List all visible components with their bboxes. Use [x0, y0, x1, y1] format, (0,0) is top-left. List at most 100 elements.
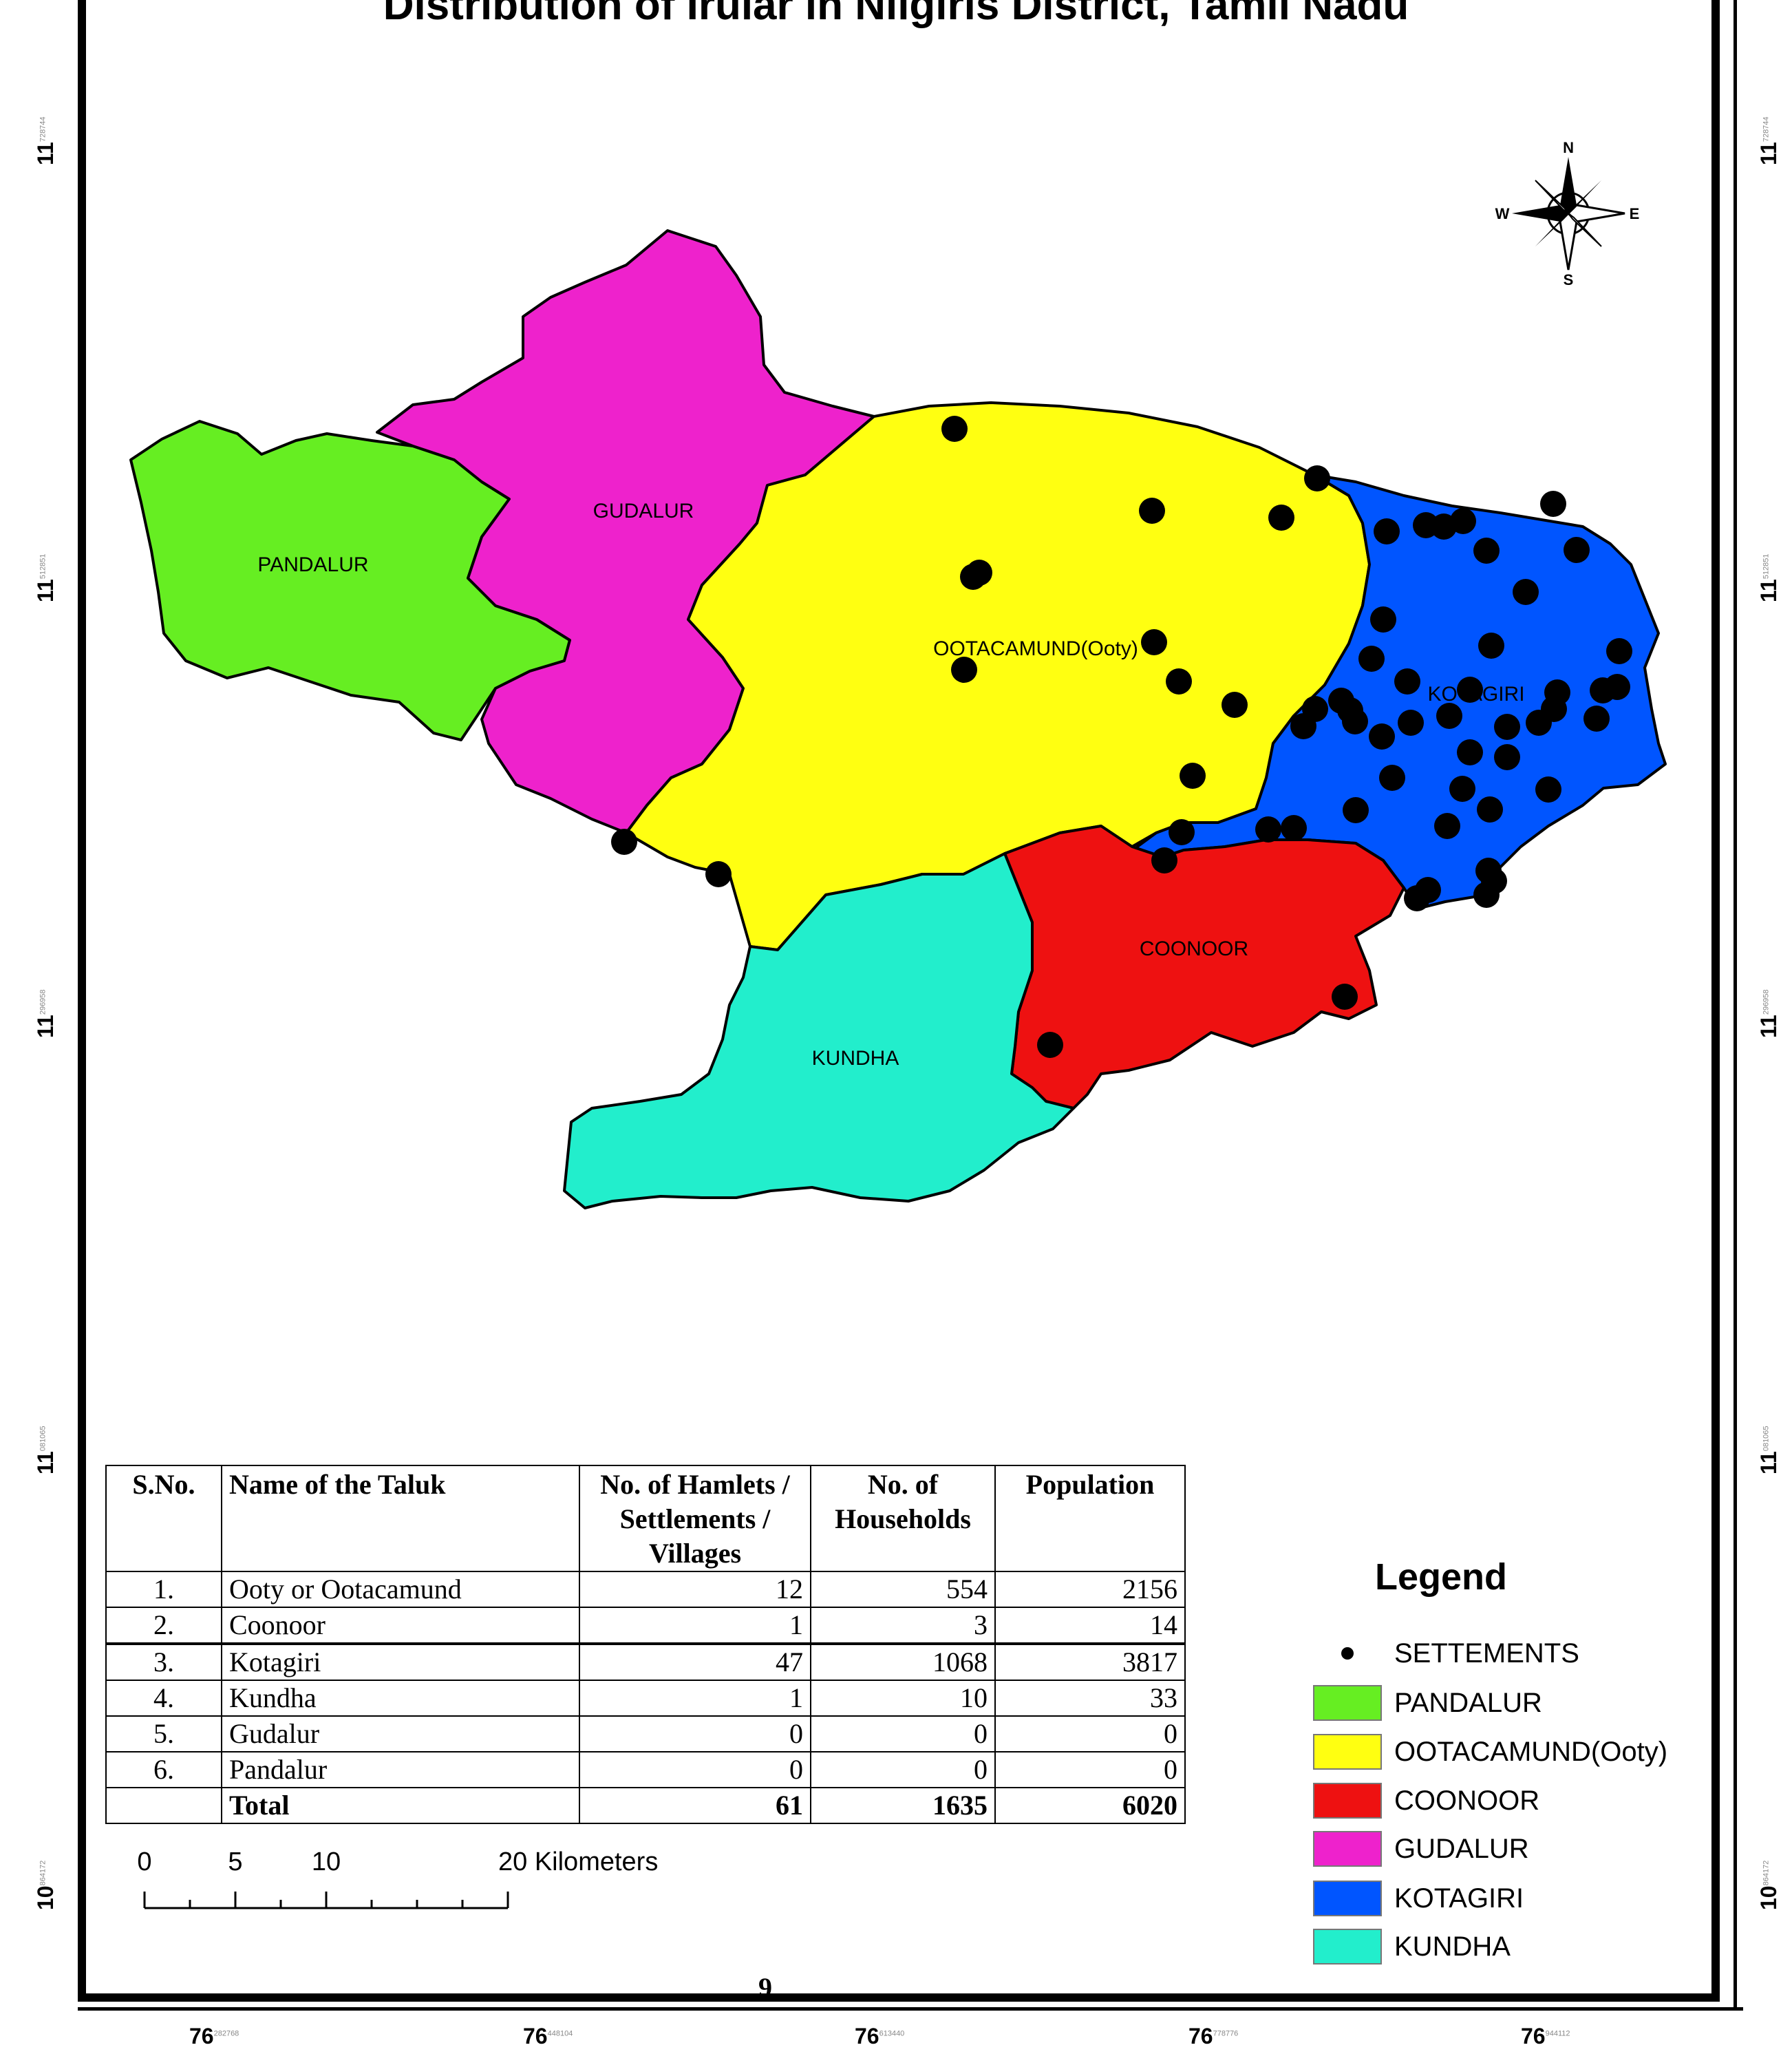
cell-sno: 6.: [105, 1751, 222, 1788]
cell-total-label: Total: [221, 1787, 580, 1824]
settlement-dot: [1457, 677, 1483, 703]
settlement-dot: [1477, 796, 1503, 823]
frame-outer-line: [1734, 0, 1737, 2010]
legend-item-kotagiri: KOTAGIRI: [1313, 1879, 1524, 1918]
compass-e: E: [1630, 205, 1640, 222]
cell-population: 2156: [994, 1571, 1186, 1608]
cell-total-hamlets: 61: [579, 1787, 811, 1824]
cell-hamlets: 0: [579, 1715, 811, 1752]
legend-swatch: [1313, 1929, 1382, 1965]
settlement-dot: [1540, 491, 1566, 517]
legend-title: Legend: [1375, 1556, 1508, 1598]
coord-right-3: 11296958: [1756, 989, 1781, 1038]
table-row: 1. Ooty or Ootacamund 12 554 2156: [105, 1571, 1186, 1608]
settlement-dot: [1151, 847, 1177, 873]
coord-bottom-5: 76944112: [1521, 2024, 1570, 2048]
table-row: 4. Kundha 1 10 33: [105, 1680, 1186, 1717]
coord-left-1: 11728744: [33, 116, 58, 165]
settlement-dot: [1169, 819, 1195, 845]
legend-swatch: [1313, 1831, 1382, 1867]
cell-taluk: Gudalur: [221, 1715, 580, 1752]
settlement-dot: [1394, 668, 1420, 695]
settlement-dot: [1541, 696, 1567, 722]
settlement-dot: [1535, 776, 1561, 803]
legend-item-ootacamund: OOTACAMUND(Ooty): [1313, 1733, 1667, 1771]
frame-bottom-line: [78, 2007, 1743, 2011]
legend-label: KOTAGIRI: [1394, 1883, 1524, 1914]
scale-label-0: 0: [137, 1847, 152, 1876]
map-title: Distribution of Irular in Nilgiris Distr…: [383, 0, 1409, 29]
settlement-dot: [941, 416, 968, 442]
cell-households: 10: [810, 1680, 996, 1717]
settlement-dot: [1358, 646, 1385, 672]
legend-item-pandalur: PANDALUR: [1313, 1684, 1542, 1722]
settlement-dot: [1457, 739, 1483, 765]
cell-hamlets: 47: [579, 1642, 811, 1681]
cell-households: 3: [810, 1607, 996, 1644]
legend-item-coonoor: COONOOR: [1313, 1781, 1539, 1820]
label-ootacamund: OOTACAMUND(Ooty): [933, 637, 1138, 660]
legend-item-kundha: KUNDHA: [1313, 1927, 1511, 1966]
coord-left-4: 11081065: [33, 1426, 58, 1474]
coord-bottom-2: 76448104: [523, 2024, 573, 2048]
legend-label: OOTACAMUND(Ooty): [1394, 1736, 1668, 1767]
settlement-dot: [1304, 465, 1330, 491]
header-hamlets: No. of Hamlets / Settlements / Villages: [579, 1465, 811, 1572]
cell-households: 0: [810, 1715, 996, 1752]
legend-swatch: [1313, 1881, 1382, 1916]
settlement-dot: [1478, 633, 1504, 659]
compass-n: N: [1563, 139, 1574, 156]
cell-taluk: Coonoor: [221, 1607, 580, 1644]
settlement-dot-icon: [1313, 1647, 1382, 1660]
settlement-dot: [1404, 885, 1430, 911]
settlement-dot: [1606, 638, 1632, 664]
cell-total-households: 1635: [810, 1787, 996, 1824]
settlement-dot: [1166, 668, 1192, 695]
coord-right-5: 10864172: [1756, 1860, 1781, 1910]
table-row: 6. Pandalur 0 0 0: [105, 1751, 1186, 1788]
settlement-dot: [1473, 882, 1500, 908]
coord-right-4: 11081065: [1756, 1426, 1781, 1474]
settlement-dot: [1180, 763, 1206, 789]
legend-label: PANDALUR: [1394, 1687, 1542, 1718]
cell-hamlets: 1: [579, 1607, 811, 1644]
settlement-dot: [1604, 674, 1630, 700]
cell-hamlets: 12: [579, 1571, 811, 1608]
taluk-coonoor[interactable]: [1003, 825, 1405, 1110]
scale-label-20-km: 20 Kilometers: [498, 1847, 659, 1876]
settlement-dot: [1343, 797, 1369, 823]
scale-bar-ruler: [143, 1892, 509, 1909]
cell-sno: 3.: [105, 1642, 222, 1681]
cell-population: 0: [994, 1715, 1186, 1752]
legend-item-gudalur: GUDALUR: [1313, 1830, 1529, 1868]
cell-taluk: Kotagiri: [221, 1642, 580, 1681]
label-coonoor: COONOOR: [1140, 938, 1248, 960]
settlement-dot: [951, 657, 977, 683]
cell-sno: [105, 1787, 222, 1824]
cell-taluk: Ooty or Ootacamund: [221, 1571, 580, 1608]
settlement-dot: [1473, 538, 1500, 564]
coord-bottom-4: 76778776: [1188, 2024, 1239, 2048]
map-frame: [78, 0, 1720, 2002]
taluk-kundha[interactable]: [563, 852, 1075, 1209]
cell-households: 554: [810, 1571, 996, 1608]
settlement-dot: [1037, 1032, 1063, 1058]
settlement-dot: [1450, 508, 1476, 534]
settlement-dot: [1374, 518, 1400, 544]
settlement-dot: [1564, 537, 1590, 563]
cell-sno: 4.: [105, 1680, 222, 1717]
settlement-dot: [1398, 710, 1424, 736]
settlement-dot: [1281, 815, 1307, 841]
table-header-row: S.No. Name of the Taluk No. of Hamlets /…: [105, 1465, 1186, 1572]
cell-hamlets: 1: [579, 1680, 811, 1717]
settlement-dot: [1370, 606, 1396, 633]
cell-sno: 1.: [105, 1571, 222, 1608]
settlement-dot: [1141, 629, 1167, 655]
settlement-dot: [966, 560, 992, 586]
legend-swatch: [1313, 1734, 1382, 1770]
table-total-row: Total 61 1635 6020: [105, 1787, 1186, 1824]
legend-label: SETTEMENTS: [1394, 1638, 1579, 1669]
irular-statistics-table: S.No. Name of the Taluk No. of Hamlets /…: [105, 1465, 1186, 1824]
legend-swatch: [1313, 1783, 1382, 1819]
